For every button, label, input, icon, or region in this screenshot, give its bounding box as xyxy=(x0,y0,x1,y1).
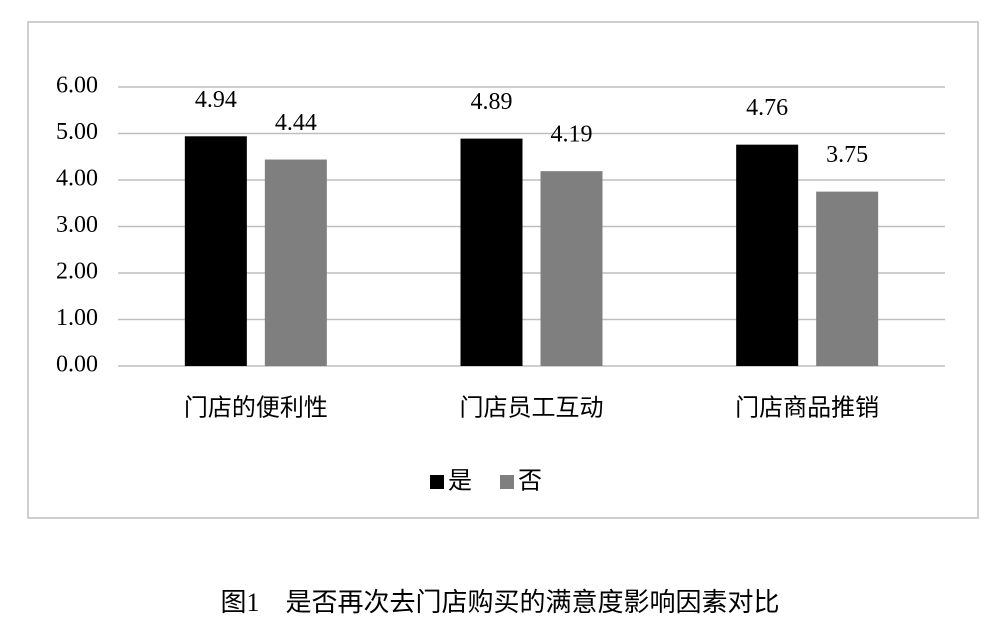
legend-label: 否 xyxy=(518,469,542,495)
x-tick-label: 门店的便利性 xyxy=(184,395,328,422)
y-tick-label: 2.00 xyxy=(56,259,98,285)
data-label: 4.76 xyxy=(746,95,788,121)
bar xyxy=(816,191,879,366)
legend-swatch xyxy=(430,475,444,489)
x-tick-label: 门店商品推销 xyxy=(735,395,879,422)
bar xyxy=(736,144,799,366)
y-tick-label: 1.00 xyxy=(56,305,98,331)
data-label: 4.44 xyxy=(275,110,317,136)
data-label: 4.89 xyxy=(471,89,513,115)
bar xyxy=(460,138,523,366)
bar xyxy=(540,171,603,366)
caption: 图1 是否再次去门店购买的满意度影响因素对比 xyxy=(220,588,779,617)
x-tick-label: 门店员工互动 xyxy=(460,395,604,422)
legend-swatch xyxy=(500,475,514,489)
y-tick-label: 5.00 xyxy=(56,119,98,145)
y-tick-label: 4.00 xyxy=(56,166,98,192)
data-label: 3.75 xyxy=(826,142,868,168)
bar xyxy=(184,136,247,366)
y-tick-label: 3.00 xyxy=(56,212,98,238)
y-tick-label: 6.00 xyxy=(56,73,98,99)
data-label: 4.94 xyxy=(195,87,237,113)
bar xyxy=(264,159,327,366)
legend-label: 是 xyxy=(448,469,472,495)
y-tick-label: 0.00 xyxy=(56,352,98,378)
data-label: 4.19 xyxy=(551,122,593,148)
